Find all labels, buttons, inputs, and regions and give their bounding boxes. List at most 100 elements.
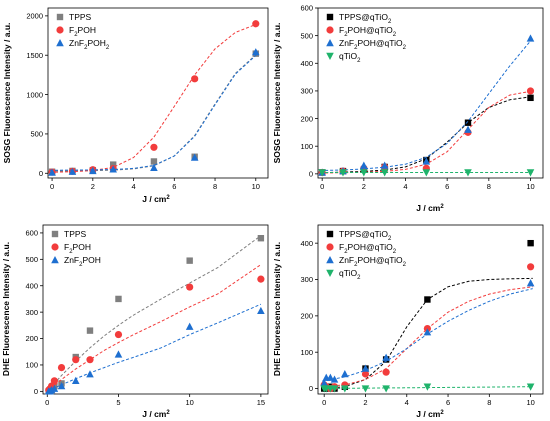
- legend-marker: [326, 243, 334, 251]
- data-point: [191, 75, 199, 83]
- x-tick-label: 5: [116, 398, 120, 407]
- legend-label: ZnF2POH: [64, 255, 101, 268]
- data-point: [86, 370, 94, 378]
- data-point: [382, 368, 390, 376]
- y-tick-label: 200: [300, 312, 313, 321]
- legend-label: F2POH@qTiO2: [339, 25, 397, 38]
- y-tick-label: 500: [30, 130, 43, 139]
- x-tick-label: 2: [363, 398, 367, 407]
- data-point: [150, 163, 158, 171]
- data-point: [526, 87, 535, 95]
- data-point: [185, 322, 194, 330]
- data-point: [361, 385, 370, 393]
- data-point: [339, 169, 347, 177]
- data-point: [109, 165, 117, 173]
- fit-curve-3: [49, 53, 259, 171]
- data-point: [257, 275, 265, 283]
- data-point: [68, 167, 77, 175]
- plot-frame: [42, 224, 269, 395]
- data-point: [526, 169, 535, 177]
- data-point: [318, 169, 326, 177]
- legend-label: TPPS@qTiO2: [339, 229, 392, 242]
- legend-label: qTiO2: [339, 268, 361, 281]
- data-point: [257, 235, 265, 242]
- data-point: [422, 157, 431, 165]
- y-tick-label: 300: [300, 275, 313, 284]
- y-tick-label: 1000: [26, 90, 43, 99]
- y-axis-title: DHE Fluorescence Intensity / a.u.: [1, 242, 11, 376]
- data-point: [464, 125, 472, 133]
- data-point: [57, 363, 66, 372]
- data-point: [330, 385, 339, 393]
- legend-label: F2POH@qTiO2: [339, 242, 397, 255]
- data-point: [257, 306, 265, 315]
- data-point: [526, 34, 535, 42]
- data-point: [72, 356, 80, 364]
- x-tick-label: 6: [445, 182, 449, 191]
- chart-panel-1: 0 2 4 6 8 10 0 500 1000 1500 2000 J / cm2 SOSG Fluor…: [2, 7, 269, 204]
- x-tick-label: 8: [487, 398, 491, 407]
- chart-panel-3: 0 5 10 15 0 100 200 300 400 500 600 J / cm2 DHE Fluo…: [1, 224, 269, 419]
- legend-marker: [51, 243, 59, 251]
- legend-marker: [51, 256, 59, 264]
- data-point: [527, 94, 534, 102]
- x-tick-label: 8: [213, 182, 217, 191]
- data-point: [361, 364, 370, 372]
- y-tick-label: 100: [25, 361, 38, 370]
- x-axis-title: J / cm2: [416, 409, 444, 419]
- fit-curve-1: [320, 96, 533, 174]
- y-tick-label: 1500: [26, 51, 43, 60]
- legend-label: TPPS: [69, 12, 92, 22]
- y-tick-label: 500: [300, 31, 313, 40]
- data-point: [50, 384, 59, 392]
- legend-label: TPPS: [64, 229, 87, 239]
- fit-curve-3: [320, 38, 533, 171]
- data-point: [360, 161, 368, 169]
- data-point: [382, 353, 390, 361]
- data-point: [186, 283, 194, 291]
- fit-curve-3: [47, 303, 262, 392]
- x-tick-label: 10: [526, 182, 534, 191]
- y-tick-label: 0: [309, 384, 313, 393]
- data-point: [320, 379, 328, 387]
- x-tick-label: 0: [50, 182, 54, 191]
- data-point: [330, 375, 339, 383]
- fit-curve-2: [49, 23, 258, 173]
- data-point: [251, 48, 260, 56]
- x-tick-label: 10: [252, 182, 260, 191]
- x-axis-title: J / cm2: [416, 203, 444, 213]
- data-point: [422, 169, 431, 177]
- y-tick-label: 400: [300, 239, 313, 248]
- x-tick-label: 2: [91, 182, 95, 191]
- data-point: [341, 385, 349, 393]
- data-point: [150, 158, 158, 165]
- x-tick-label: 8: [487, 182, 491, 191]
- x-tick-label: 10: [526, 398, 534, 407]
- legend-label: ZnF2POH2: [69, 38, 110, 51]
- data-point: [360, 169, 368, 177]
- legend-marker: [326, 13, 334, 21]
- y-axis-title: DHE Fluorescence Intensity / a.u.: [272, 242, 282, 376]
- legend-label: F2POH: [64, 242, 91, 255]
- data-point: [380, 169, 389, 177]
- data-point: [50, 377, 58, 385]
- legend-marker: [326, 256, 334, 264]
- data-point: [86, 356, 94, 364]
- legend-marker: [326, 52, 334, 60]
- x-tick-label: 6: [172, 182, 176, 191]
- y-axis-title: SOSG Fluorescence Intensity / a.u.: [2, 23, 12, 164]
- data-point: [86, 327, 94, 334]
- legend-label: F2POH: [69, 25, 96, 38]
- x-tick-label: 4: [405, 398, 409, 407]
- legend-marker: [326, 39, 334, 47]
- x-tick-label: 4: [131, 182, 135, 191]
- data-point: [526, 279, 535, 287]
- data-point: [341, 370, 349, 378]
- data-point: [423, 383, 432, 391]
- data-point: [115, 295, 122, 303]
- legend-marker: [56, 26, 64, 34]
- x-tick-label: 10: [186, 398, 194, 407]
- data-point: [71, 376, 80, 384]
